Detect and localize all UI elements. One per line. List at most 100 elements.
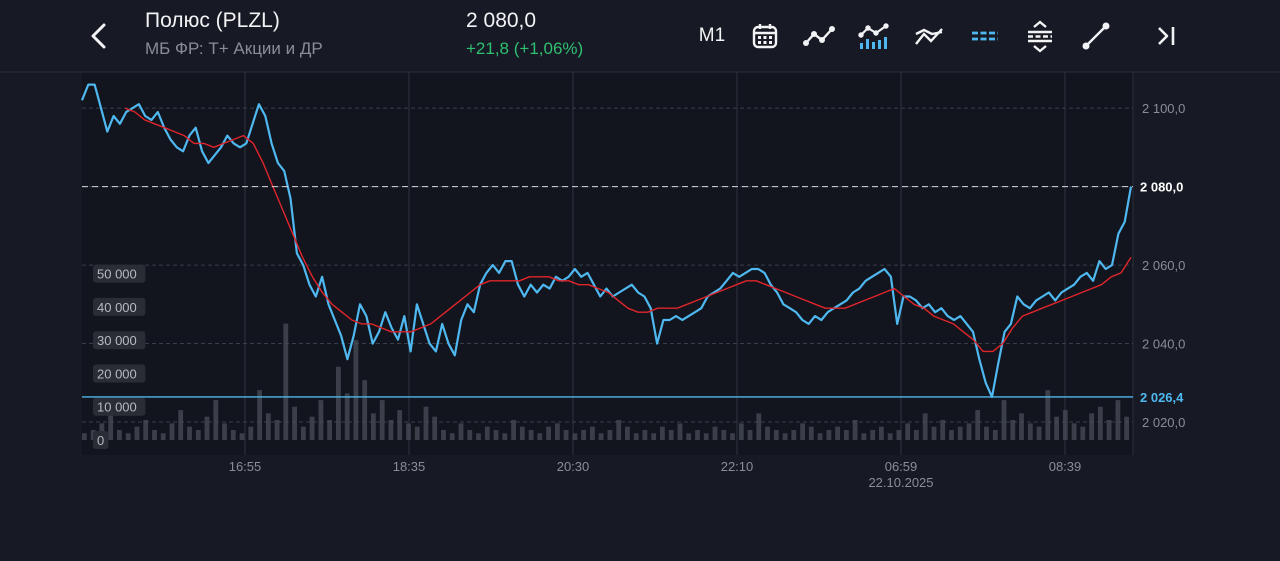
last-price: 2 080,0 [466, 9, 537, 32]
volume-chart-icon [858, 23, 889, 49]
current-price-label-bg [1136, 178, 1200, 195]
volume-bar [423, 406, 429, 440]
volume-bar [344, 393, 350, 440]
volume-bar [511, 420, 516, 440]
trendline-button[interactable] [1078, 18, 1114, 54]
volume-tick-label: 30 000 [97, 333, 137, 348]
volume-bar [195, 430, 201, 440]
volume-bar [239, 433, 245, 440]
volume-tick-label: 0 [97, 433, 104, 448]
calendar-button[interactable] [747, 18, 783, 54]
volume-bar [896, 430, 902, 440]
volume-bar [546, 426, 551, 440]
volume-bar [651, 433, 657, 440]
volume-bar [467, 430, 473, 440]
line-chart-button[interactable] [801, 18, 837, 54]
volume-bar [607, 430, 613, 440]
volume-bar [844, 430, 849, 440]
volume-tick-label: 20 000 [97, 366, 137, 381]
volume-bar [1045, 390, 1051, 440]
volume-chart-button[interactable] [856, 18, 892, 54]
chevron-left-icon [91, 23, 106, 49]
date-label: 22.10.2025 [868, 475, 933, 490]
x-tick-label: 16:55 [229, 459, 262, 474]
volume-bar [169, 423, 175, 440]
scroll-to-end-button[interactable] [1148, 18, 1184, 54]
volume-bar [992, 430, 998, 440]
trendline-icon [1082, 22, 1110, 50]
volume-bar [598, 433, 604, 440]
volume-bar [879, 426, 884, 440]
volume-bar [782, 433, 788, 440]
volume-bar [493, 430, 499, 440]
y-tick-label: 2 100,0 [1142, 101, 1185, 116]
volume-bar [905, 423, 911, 440]
volume-bar [870, 430, 876, 440]
volume-bar [555, 423, 560, 440]
timeframe-button[interactable]: M1 [692, 18, 732, 54]
volume-bar [432, 416, 438, 440]
volume-bar [327, 420, 332, 440]
volume-bar [1098, 406, 1103, 440]
volume-tick: 10 000 [93, 397, 146, 416]
volume-bar [922, 413, 928, 440]
volume-bar [800, 423, 805, 440]
volume-bar [204, 416, 210, 440]
line-chart-icon [803, 26, 835, 46]
volume-bar [984, 426, 989, 440]
volume-bar [887, 433, 893, 440]
volume-bar [160, 433, 166, 440]
y-tick-label: 2 020,0 [1142, 415, 1185, 430]
volume-tick-bg [93, 297, 146, 316]
levels-button[interactable] [1022, 18, 1058, 54]
volume-tick-bg [93, 397, 146, 416]
volume-bar [747, 430, 753, 440]
volume-bar [248, 426, 254, 440]
volume-bar [82, 433, 87, 440]
volume-bar [1115, 400, 1121, 440]
volume-bar [230, 430, 236, 440]
volume-bar [1036, 426, 1042, 440]
volume-tick-bg [93, 264, 146, 283]
horizontal-line-button[interactable] [967, 18, 1003, 54]
volume-bar [756, 413, 762, 440]
volume-bar [695, 430, 700, 440]
volume-bar [835, 426, 840, 440]
volume-bar [318, 400, 324, 440]
volume-tick-bg [93, 331, 146, 350]
volume-bar [949, 430, 954, 440]
y-tick-label: 2 060,0 [1142, 258, 1185, 273]
volume-tick-label: 50 000 [97, 267, 137, 282]
horizontal-line-icon [972, 31, 998, 41]
low-price-label-bg [1136, 388, 1200, 405]
volume-tick: 0 [93, 431, 109, 449]
volume-bar [1027, 423, 1033, 440]
volume-bar [826, 430, 832, 440]
volume-bar [668, 430, 674, 440]
volume-bar [187, 426, 192, 440]
volume-bar [773, 430, 779, 440]
volume-bar [257, 390, 262, 440]
back-button[interactable] [84, 18, 114, 54]
volume-bar [441, 430, 446, 440]
y-tick-label: 2 040,0 [1142, 337, 1185, 352]
volume-bar [476, 433, 481, 440]
volume-bar [642, 430, 648, 440]
volume-bar [134, 426, 140, 440]
volume-bar [686, 433, 692, 440]
volume-tick: 20 000 [93, 364, 146, 383]
volume-bar [633, 433, 639, 440]
volume-bar [458, 423, 464, 440]
volume-bar [283, 323, 289, 440]
indicators-button[interactable] [911, 18, 947, 54]
volume-bar [125, 433, 131, 440]
volume-bar [108, 413, 114, 440]
volume-tick: 40 000 [93, 297, 146, 316]
volume-bar [791, 430, 797, 440]
exchange-subtitle: МБ ФР: Т+ Акции и ДР [145, 39, 323, 58]
volume-tick-bg [93, 431, 109, 449]
x-tick-label: 18:35 [393, 459, 426, 474]
volume-bar [309, 416, 315, 440]
volume-bar [117, 430, 122, 440]
